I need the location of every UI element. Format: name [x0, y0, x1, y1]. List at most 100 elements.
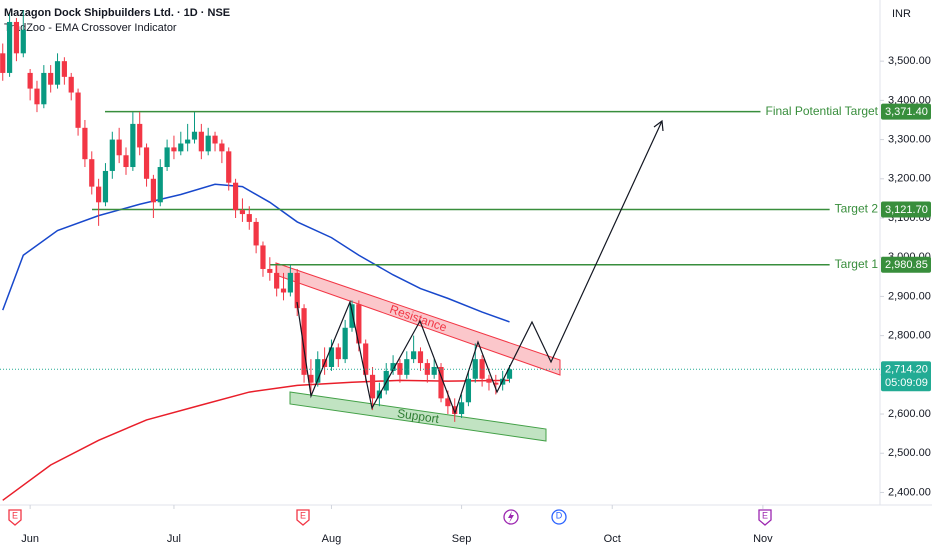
candle-body [404, 359, 410, 375]
candle-body [137, 123, 143, 148]
candle-body [315, 359, 321, 383]
event-marker [551, 509, 567, 525]
candle-body [280, 288, 287, 293]
event-label: E [12, 510, 18, 520]
candle-body [383, 370, 389, 391]
candles [0, 10, 513, 422]
currency: INR [892, 8, 911, 20]
candle-body [226, 151, 232, 183]
event-marker [296, 509, 310, 526]
candle-body [445, 398, 451, 407]
candle-body [424, 363, 430, 375]
y-tick-label: 2,900.00 [888, 290, 931, 302]
candle-body [89, 159, 95, 187]
ema-line [2, 183, 510, 323]
level-tag [881, 103, 931, 120]
y-tick-label: 3,300.00 [888, 133, 931, 145]
candle-body [116, 139, 122, 156]
candle-body [96, 186, 102, 203]
candle-body [61, 61, 67, 77]
candle-body [260, 245, 266, 269]
resistance-band [275, 262, 561, 376]
candle-body [493, 382, 499, 385]
candle-body [102, 170, 109, 203]
event-icon [508, 511, 514, 523]
candle-body [130, 123, 136, 168]
x-tick-label: Aug [322, 533, 342, 545]
candle-body [178, 143, 184, 152]
candle-body [157, 167, 163, 203]
chart-subtitle: TradZoo - EMA Crossover Indicator [4, 22, 177, 34]
candle-body [205, 135, 211, 152]
last-price-tag [881, 361, 931, 392]
candle-body [301, 308, 307, 375]
candle-body [246, 214, 252, 222]
level-label: Final Potential Target [765, 104, 878, 118]
level-tag [881, 201, 931, 218]
candle-body [68, 76, 74, 93]
candle-body [411, 351, 417, 360]
candle-body [356, 304, 362, 344]
candle-body [390, 363, 396, 371]
candle-body [212, 135, 218, 144]
candle-body [34, 88, 40, 105]
y-tick-label: 2,400.00 [888, 486, 931, 498]
candle-body [349, 304, 355, 328]
event-label: E [762, 510, 768, 520]
candle-body [48, 72, 54, 85]
support-band [289, 391, 547, 442]
level-tag-label: 3,121.70 [885, 204, 928, 216]
arrow-head [653, 119, 664, 132]
level-label: Target 1 [835, 257, 879, 271]
level-tag-label: 2,980.85 [885, 259, 928, 271]
candle-body [143, 147, 150, 179]
y-tick-label: 3,500.00 [888, 55, 931, 67]
candle-body [198, 131, 204, 152]
candle-body [0, 53, 6, 73]
event-marker [758, 509, 772, 526]
candle-body [452, 406, 458, 415]
candle-body [486, 378, 492, 383]
candle-body [150, 178, 157, 203]
candle-body [123, 155, 129, 168]
candle-body [171, 147, 177, 152]
y-tick-label: 2,500.00 [888, 447, 931, 459]
level-tag-label: 3,371.40 [885, 106, 928, 118]
x-tick-label: Nov [753, 533, 773, 545]
countdown-label: 05:09:09 [885, 377, 928, 389]
candle-body [41, 72, 47, 105]
candle-body [465, 378, 472, 403]
candle-body [27, 72, 33, 89]
candle-body [479, 359, 485, 379]
candle-body [13, 21, 20, 54]
y-tick-label: 2,800.00 [888, 330, 931, 342]
candle-body [232, 182, 239, 211]
ema-line [2, 379, 510, 501]
y-tick-label: 3,400.00 [888, 94, 931, 106]
candle-body [239, 210, 246, 215]
candle-body [363, 343, 369, 375]
candle-body [458, 402, 465, 415]
support-label: Support [396, 406, 440, 426]
candle-body [185, 139, 191, 144]
event-marker [8, 509, 22, 526]
candle-body [342, 327, 348, 360]
x-tick-label: Sep [452, 533, 472, 545]
candle-body [438, 366, 444, 399]
chart-title: Mazagon Dock Shipbuilders Ltd. · 1D · NS… [4, 7, 230, 19]
x-tick-label: Jun [21, 533, 39, 545]
candle-body [191, 131, 198, 140]
x-tick-label: Oct [604, 533, 621, 545]
pattern-drawings: Resistance Support [275, 262, 561, 442]
candle-body [328, 347, 335, 367]
candle-body [75, 92, 81, 128]
candle-body [164, 147, 170, 168]
y-tick-label: 2,600.00 [888, 408, 931, 420]
projection-path [296, 120, 663, 415]
candle-body [417, 351, 424, 364]
candle-body [6, 21, 13, 73]
candle-body [431, 366, 437, 375]
candle-body [335, 347, 341, 360]
candle-body [54, 61, 61, 85]
